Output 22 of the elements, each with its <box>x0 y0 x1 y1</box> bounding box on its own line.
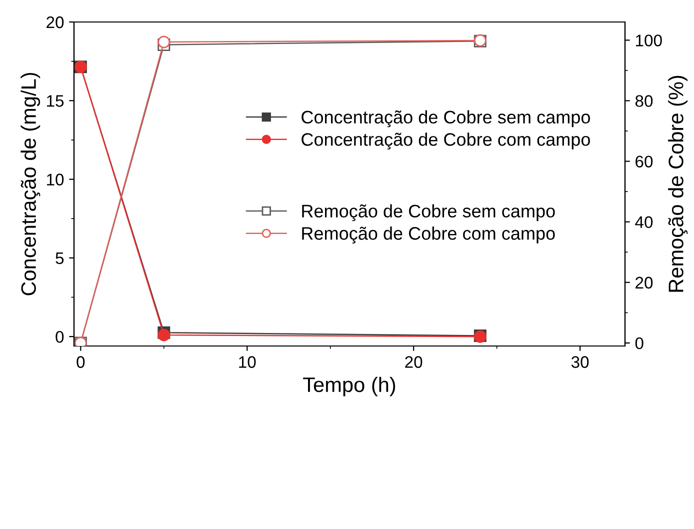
y-tick-label: 0 <box>56 330 64 343</box>
y2-axis-title: Remoção de Cobre (%) <box>668 76 688 292</box>
x-tick-label: 10 <box>239 356 256 368</box>
y2-tick-label: 40 <box>635 216 653 228</box>
legend-label: Concentração de Cobre sem campo <box>302 110 590 128</box>
x-tick-label: 20 <box>405 356 422 368</box>
y2-tick-label: 0 <box>635 337 644 350</box>
y2-tick-label: 80 <box>635 95 653 107</box>
y-axis-title: Concentração de (mg/L) <box>20 72 40 296</box>
legend-label: Remoção de Cobre sem campo <box>302 204 555 222</box>
y2-tick-label: 20 <box>636 276 653 289</box>
legend-label: Concentração de Cobre com campo <box>302 132 590 150</box>
x-tick-label: 0 <box>76 356 85 368</box>
x-tick-label: 30 <box>571 356 589 368</box>
y2-tick-label: 100 <box>636 34 662 46</box>
y-tick-label: 10 <box>47 174 64 186</box>
x-axis-title: Tempo (h) <box>303 376 396 396</box>
legend-label: Remoção de Cobre com campo <box>302 226 555 244</box>
y-tick-label: 15 <box>47 95 64 107</box>
y-tick-label: 20 <box>46 16 64 28</box>
y2-tick-label: 60 <box>636 156 653 168</box>
y-tick-label: 5 <box>56 252 64 264</box>
